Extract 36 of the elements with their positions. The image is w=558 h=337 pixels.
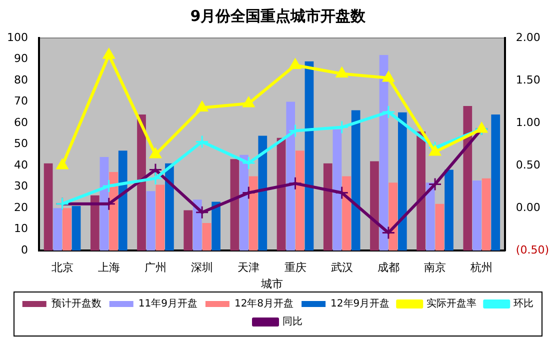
x-tick-label: 上海 — [98, 261, 120, 274]
legend-label: 11年9月开盘 — [138, 298, 198, 310]
y-tick-label: 70 — [14, 94, 28, 108]
chart-title: 9月份全国重点城市开盘数 — [190, 6, 367, 25]
y2-tick-label: 0.50 — [516, 158, 540, 172]
x-tick-label: 广州 — [144, 261, 166, 274]
legend-label: 预计开盘数 — [51, 298, 102, 310]
y-tick-label: 0 — [20, 243, 28, 256]
y2-tick-label: (0.50) — [516, 243, 550, 256]
x-tick-label: 天津 — [238, 261, 260, 274]
y2-tick-label: 1.00 — [516, 116, 540, 129]
x-tick-label: 杭州 — [470, 261, 493, 274]
y-tick-label: 20 — [14, 200, 28, 214]
x-tick-label: 重庆 — [284, 261, 306, 274]
legend-label: 同比 — [282, 316, 302, 328]
y-tick-label: 90 — [14, 52, 28, 66]
y-tick-label: 40 — [14, 158, 28, 172]
y-tick-label: 10 — [14, 222, 28, 236]
y-tick-label: 30 — [14, 180, 28, 193]
x-tick-label: 成都 — [377, 261, 400, 274]
x-tick-label: 北京 — [51, 261, 74, 274]
y2-tick-label: 1.50 — [516, 73, 540, 86]
x-tick-label: 深圳 — [191, 261, 214, 274]
y2-tick-label: 2.00 — [516, 30, 540, 44]
legend-label: 12年8月开盘 — [234, 298, 294, 310]
y2-tick-label: 0.00 — [516, 200, 540, 214]
legend-label: 实际开盘率 — [426, 298, 477, 310]
y-tick-label: 60 — [14, 116, 28, 129]
y-tick-label: 80 — [14, 73, 28, 86]
y-tick-label: 50 — [14, 137, 28, 150]
x-axis-title: 城市 — [260, 277, 283, 290]
x-tick-label: 武汉 — [330, 261, 353, 274]
y-tick-label: 100 — [6, 30, 28, 44]
legend-label: 环比 — [514, 298, 534, 310]
legend-label: 12年9月开盘 — [330, 298, 390, 310]
x-tick-label: 南京 — [424, 261, 446, 274]
